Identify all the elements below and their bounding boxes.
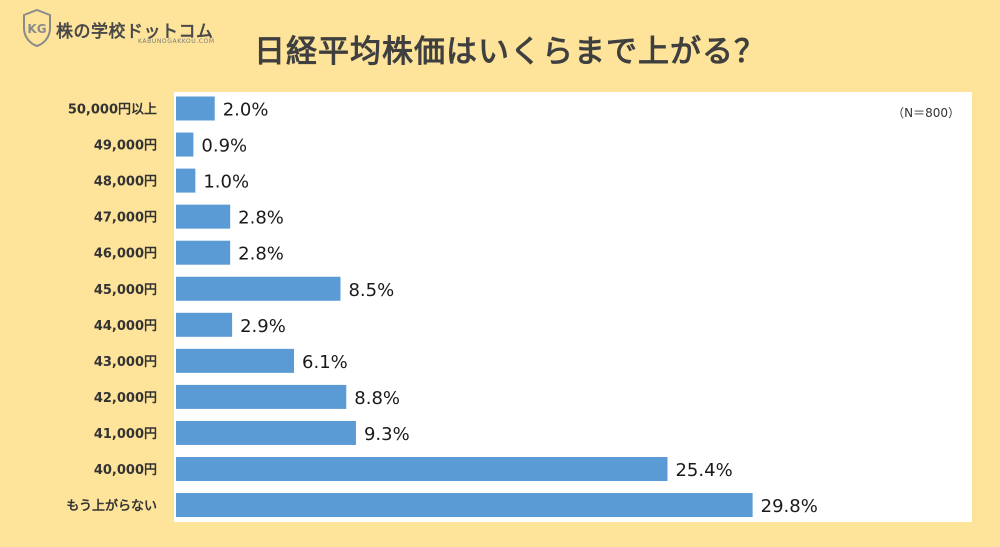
plot-area: （N＝800）	[174, 92, 972, 522]
category-label: 44,000円	[94, 319, 157, 334]
bar	[176, 276, 341, 301]
value-label: 2.9%	[240, 316, 286, 337]
category-label: 41,000円	[94, 427, 157, 442]
value-label: 2.0%	[223, 100, 269, 121]
value-label: 2.8%	[238, 208, 284, 229]
bar	[176, 457, 668, 481]
value-label: 29.8%	[761, 496, 818, 517]
bar	[176, 348, 295, 373]
bar	[176, 312, 233, 337]
value-label: 8.5%	[348, 280, 394, 301]
value-label: 8.8%	[354, 388, 400, 409]
bar	[176, 493, 753, 518]
value-label: 9.3%	[364, 424, 410, 445]
value-label: 6.1%	[302, 352, 348, 373]
category-label: 50,000円以上	[68, 103, 157, 118]
brand-subtitle: KABUNOGAKKOU.COM	[138, 38, 215, 45]
logo-badge-text: KG	[27, 22, 46, 36]
bar	[176, 204, 231, 229]
bar	[176, 420, 356, 445]
brand-name: 株の学校ドットコム	[56, 22, 214, 42]
category-label: 42,000円	[94, 391, 157, 406]
value-label: 1.0%	[203, 172, 249, 193]
bar	[176, 96, 215, 121]
category-label: 49,000円	[94, 139, 157, 154]
bar	[176, 384, 347, 409]
value-label: 2.8%	[238, 244, 284, 265]
category-label: 48,000円	[94, 175, 157, 190]
category-label: 46,000円	[94, 247, 157, 262]
category-label: 43,000円	[94, 355, 157, 370]
bar	[176, 240, 231, 265]
category-label: 45,000円	[94, 283, 157, 298]
brand-logo[interactable]: KG 株の学校ドットコム KABUNOGAKKOU.COM	[22, 8, 222, 54]
shield-logo-icon: KG	[23, 8, 51, 48]
value-label: 25.4%	[675, 460, 732, 481]
category-label: 40,000円	[94, 463, 157, 478]
bar	[176, 132, 194, 157]
category-label: 47,000円	[94, 211, 157, 226]
value-label: 0.9%	[201, 136, 247, 157]
category-label: もう上がらない	[66, 498, 157, 514]
chart-title: 日経平均株価はいくらまで上がる？	[254, 34, 766, 70]
bar	[176, 168, 196, 193]
sample-size-note: （N＝800）	[892, 106, 960, 120]
